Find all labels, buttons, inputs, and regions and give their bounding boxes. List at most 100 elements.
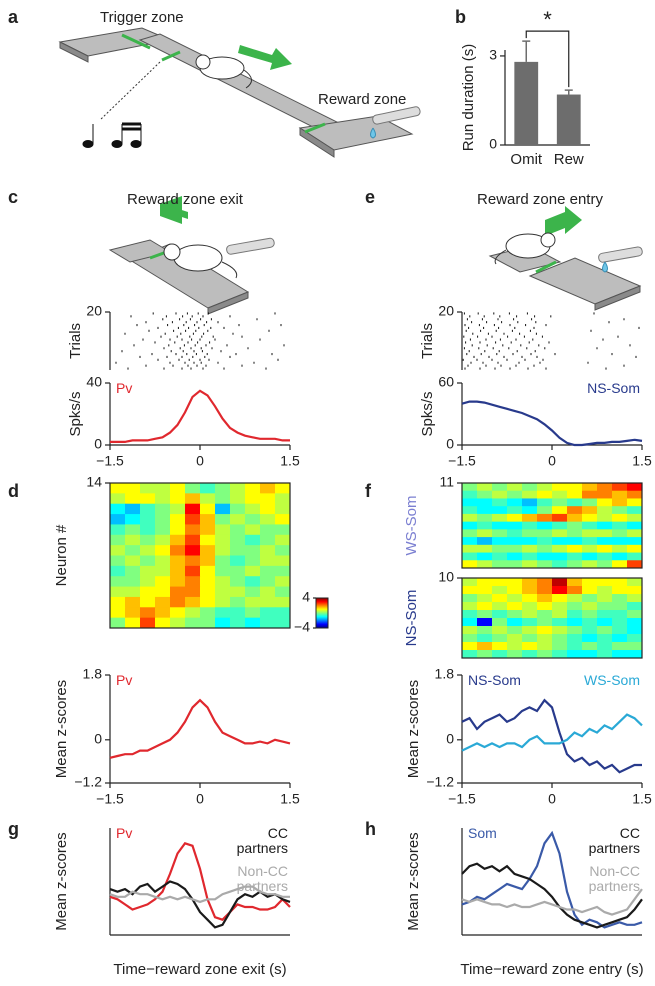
heatmap-cell xyxy=(200,565,216,577)
heatmap-cell xyxy=(552,610,568,619)
heatmap-cell xyxy=(215,545,231,556)
series-line xyxy=(461,400,643,447)
heatmap-cell xyxy=(185,524,201,536)
heatmap-cell xyxy=(462,529,478,538)
heatmap-cell xyxy=(260,555,276,567)
heatmap-border xyxy=(109,482,291,629)
heatmap-cell xyxy=(245,524,261,536)
heatmap-cell xyxy=(567,578,583,587)
heatmap-cell xyxy=(567,513,583,523)
heatmap-cell xyxy=(597,498,613,507)
panel-letter: d xyxy=(8,481,19,501)
heatmap-cell xyxy=(537,513,553,523)
panel-letter: f xyxy=(365,481,372,501)
heatmap-cell xyxy=(522,642,538,651)
heatmap-cell xyxy=(140,534,156,546)
heatmap-cell xyxy=(477,610,493,619)
heatmap-cell xyxy=(170,596,186,608)
series-line xyxy=(109,880,291,929)
heatmap-cell xyxy=(230,534,246,546)
heatmap-cell xyxy=(140,586,156,598)
heatmap-cell xyxy=(522,483,538,492)
heatmap-cell xyxy=(537,650,553,659)
heatmap-cell xyxy=(567,506,583,515)
heatmap-border xyxy=(461,482,643,569)
heatmap-cell xyxy=(537,642,553,651)
heatmap-cell xyxy=(552,521,568,530)
heatmap-cell xyxy=(537,586,553,595)
y-tick-label: −1.2 xyxy=(426,774,454,790)
heatmap-cell xyxy=(597,521,613,530)
heatmap-cell xyxy=(245,545,261,556)
heatmap-cell xyxy=(462,618,478,627)
heatmap-cell xyxy=(507,513,523,523)
heatmap-cell xyxy=(537,537,553,546)
heatmap-cell xyxy=(522,560,538,569)
heatmap-cell xyxy=(582,529,598,538)
heatmap-cell xyxy=(552,490,568,499)
x-tick-label: Rew xyxy=(554,151,584,168)
heatmap-cell xyxy=(245,503,261,515)
heatmap-cell xyxy=(185,617,201,629)
heatmap-cell xyxy=(260,607,276,619)
heatmap-cell xyxy=(582,490,598,499)
heatmap-cell xyxy=(125,555,141,567)
heatmap-cell xyxy=(155,503,171,515)
heatmap-cell xyxy=(200,617,216,629)
heatmap-cell xyxy=(612,529,628,538)
heatmap-cell xyxy=(275,596,291,608)
heatmap-cell xyxy=(612,513,628,523)
heatmap-cell xyxy=(245,483,261,494)
heatmap-cell xyxy=(462,610,478,619)
heatmap-cell xyxy=(627,498,643,507)
heatmap-cell xyxy=(507,578,523,587)
heatmap-cell xyxy=(597,513,613,523)
heatmap-cell xyxy=(597,650,613,659)
heatmap-cell xyxy=(200,493,216,505)
heatmap-cell xyxy=(230,524,246,536)
heatmap-cell xyxy=(477,537,493,546)
heatmap-cell xyxy=(110,596,126,608)
heatmap-cell xyxy=(597,490,613,499)
series-line xyxy=(461,698,642,774)
heatmap-cell xyxy=(582,586,598,595)
x-axis-label: Time−reward zone exit (s) xyxy=(113,961,286,978)
heatmap-cell xyxy=(477,544,493,554)
heatmap-cell xyxy=(537,634,553,643)
heatmap-cell xyxy=(245,607,261,619)
heatmap-cell xyxy=(522,552,538,561)
heatmap-cell xyxy=(125,617,141,629)
heatmap-cell xyxy=(522,513,538,523)
heatmap-cell xyxy=(612,586,628,595)
heatmap-cell xyxy=(140,617,156,629)
heatmap-cell xyxy=(245,493,261,505)
heatmap-cell xyxy=(230,514,246,525)
heatmap-cell xyxy=(552,594,568,603)
heatmap-cell xyxy=(597,560,613,569)
heatmap-cell xyxy=(612,626,628,635)
heatmap-cell xyxy=(185,545,201,556)
heatmap-cell xyxy=(522,578,538,587)
heatmap-cell xyxy=(552,537,568,546)
heatmap-cell xyxy=(552,529,568,538)
heatmap-cell xyxy=(170,493,186,505)
heatmap-cell xyxy=(507,602,523,611)
heatmap-cell xyxy=(245,555,261,567)
heatmap-cell xyxy=(462,490,478,499)
heatmap-cell xyxy=(627,634,643,643)
heatmap-cell xyxy=(582,513,598,523)
x-tick-label: 0 xyxy=(196,453,204,469)
heatmap-cell xyxy=(200,534,216,546)
heatmap-cell xyxy=(140,545,156,556)
heatmap-cell xyxy=(215,596,231,608)
heatmap-cell xyxy=(125,576,141,588)
bar xyxy=(556,94,581,145)
heatmap-cell xyxy=(492,521,508,530)
schematic-label: Trigger zone xyxy=(100,9,184,26)
heatmap-cell xyxy=(230,545,246,556)
heatmap-cell xyxy=(275,493,291,505)
heatmap-cell xyxy=(537,506,553,515)
heatmap-cell xyxy=(215,483,231,494)
heatmap-cell xyxy=(462,602,478,611)
heatmap-cell xyxy=(507,490,523,499)
